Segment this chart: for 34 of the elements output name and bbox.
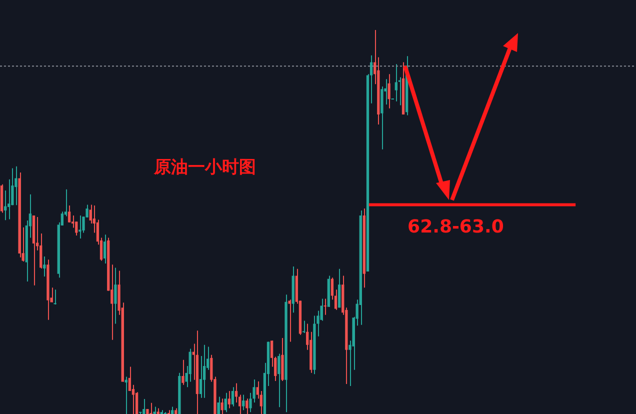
candlestick bbox=[338, 268, 341, 308]
candlestick bbox=[224, 392, 227, 413]
candlestick bbox=[217, 396, 220, 414]
candlestick bbox=[234, 382, 238, 403]
candlestick bbox=[68, 204, 71, 223]
candlestick bbox=[103, 234, 106, 264]
candlestick bbox=[182, 359, 184, 386]
candlestick bbox=[228, 390, 231, 409]
candlestick bbox=[128, 366, 132, 392]
annotation: 62.8-63.0 bbox=[408, 216, 504, 238]
candlestick bbox=[246, 398, 248, 414]
candlestick bbox=[388, 74, 390, 109]
candlestick bbox=[220, 398, 224, 414]
candlestick bbox=[370, 54, 373, 104]
text: 原油一小时图 bbox=[152, 157, 256, 178]
candlestick bbox=[278, 353, 280, 408]
candlestick bbox=[89, 204, 92, 224]
candlestick bbox=[242, 394, 245, 411]
candlestick bbox=[274, 356, 277, 382]
candlestick bbox=[43, 256, 46, 278]
candlestick bbox=[394, 64, 398, 102]
candlestick bbox=[202, 344, 206, 398]
candlestick bbox=[78, 214, 82, 240]
candlestick bbox=[54, 289, 56, 306]
candlestick bbox=[14, 166, 18, 206]
candlestick bbox=[288, 299, 291, 342]
candlestick bbox=[142, 398, 146, 414]
candlestick bbox=[8, 178, 10, 220]
candlestick bbox=[199, 356, 202, 398]
candlestick bbox=[302, 320, 306, 334]
candlestick bbox=[231, 386, 234, 407]
candlestick bbox=[150, 402, 152, 414]
candlestick bbox=[324, 298, 326, 316]
candlestick bbox=[114, 267, 117, 324]
